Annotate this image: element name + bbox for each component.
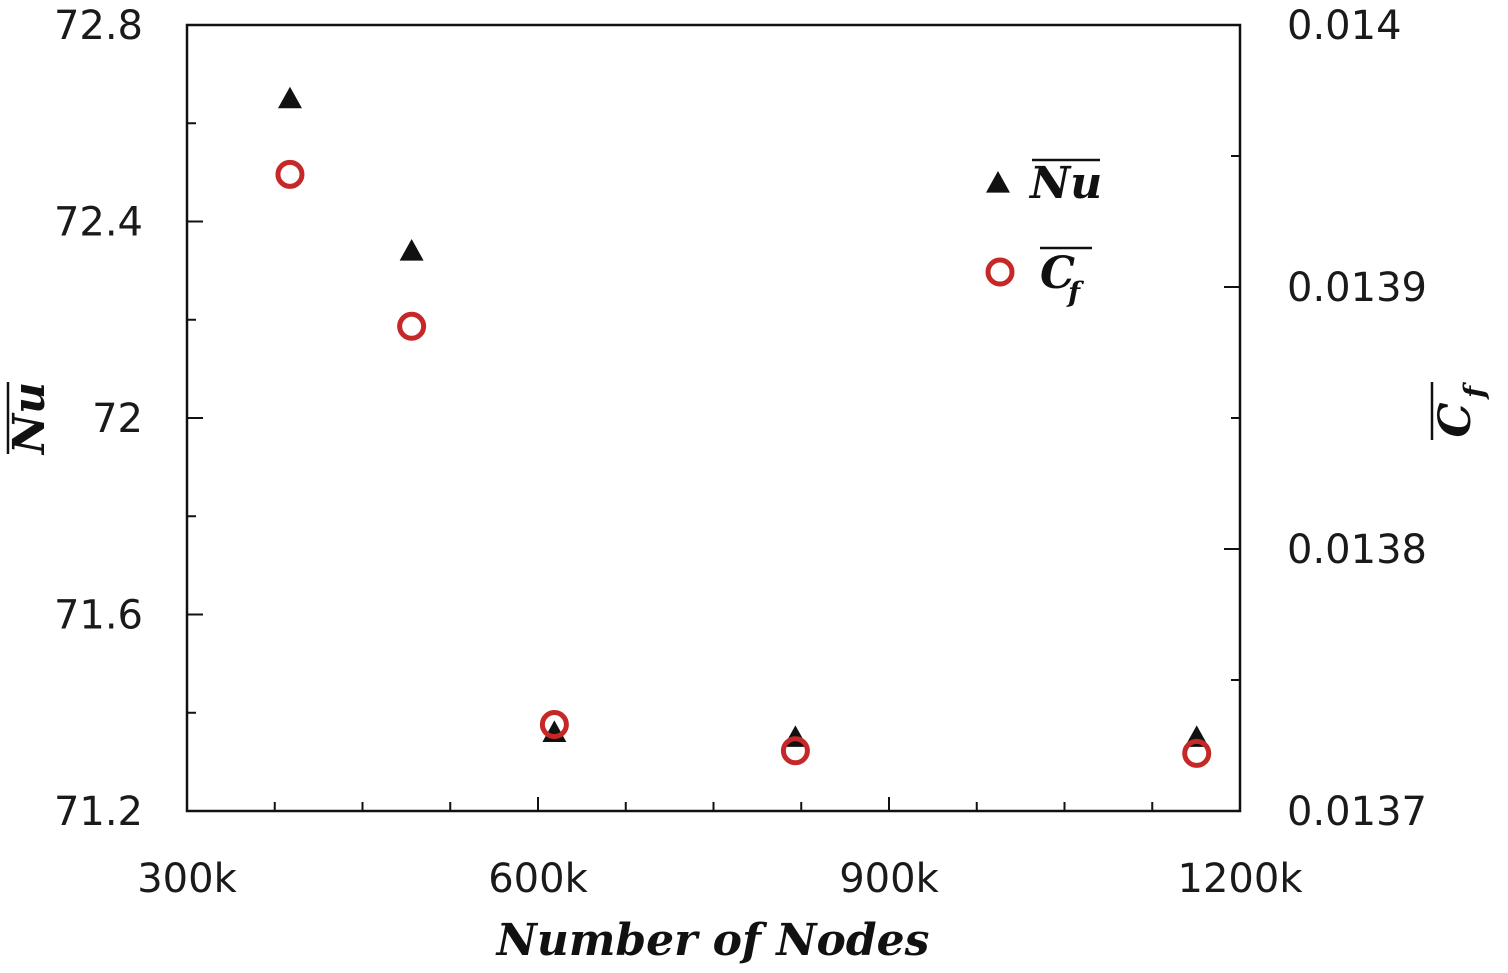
x-axis-title: Number of Nodes [495,915,930,966]
y-left-tick-label: 72 [92,396,143,442]
cf-point [397,311,427,341]
legend-cf-subscript: f [1066,276,1085,309]
legend-nu-label: Nu [1028,158,1102,209]
y-left-title: Nu [4,382,55,456]
y-left-tick-label: 71.2 [54,789,143,835]
nu-point [277,86,302,109]
axis-titles: Number of Nodes Nu Cf [4,381,1491,966]
y-left-title-text: Nu [4,382,55,456]
y-right-tick-label: 0.0137 [1287,789,1427,835]
cf-point [780,736,810,766]
nu-point [399,238,424,261]
y-left-tick-label: 72.4 [54,200,143,246]
plot-frame [185,23,1242,813]
y-right-title-text: C [1430,402,1481,437]
legend-cf-marker [985,257,1015,287]
legend-nu-marker [986,171,1010,193]
x-tick-label: 900k [839,856,939,902]
data-points [275,86,1212,768]
y-left-tick-label: 71.6 [54,593,143,639]
y-right-tick-label: 0.014 [1287,3,1402,49]
y-right-title-subscript: f [1458,381,1491,400]
x-tick-label: 600k [488,856,588,902]
legend-cf-label: C [1040,248,1075,299]
cf-point [275,159,305,189]
cf-point [539,710,569,740]
y-left-tick-label: 72.8 [54,3,143,49]
axes: 300k 600k 900k 1200k 71.2 71.6 72 72.4 72.8 0.013… [54,3,1427,902]
legend: Nu Cf [985,158,1102,309]
x-tick-label: 300k [137,856,237,902]
y-right-title: Cf [1430,381,1491,440]
y-right-tick-label: 0.0138 [1287,527,1427,573]
cf-point [1182,738,1212,768]
x-tick-label: 1200k [1178,856,1304,902]
y-right-tick-label: 0.0139 [1287,265,1427,311]
